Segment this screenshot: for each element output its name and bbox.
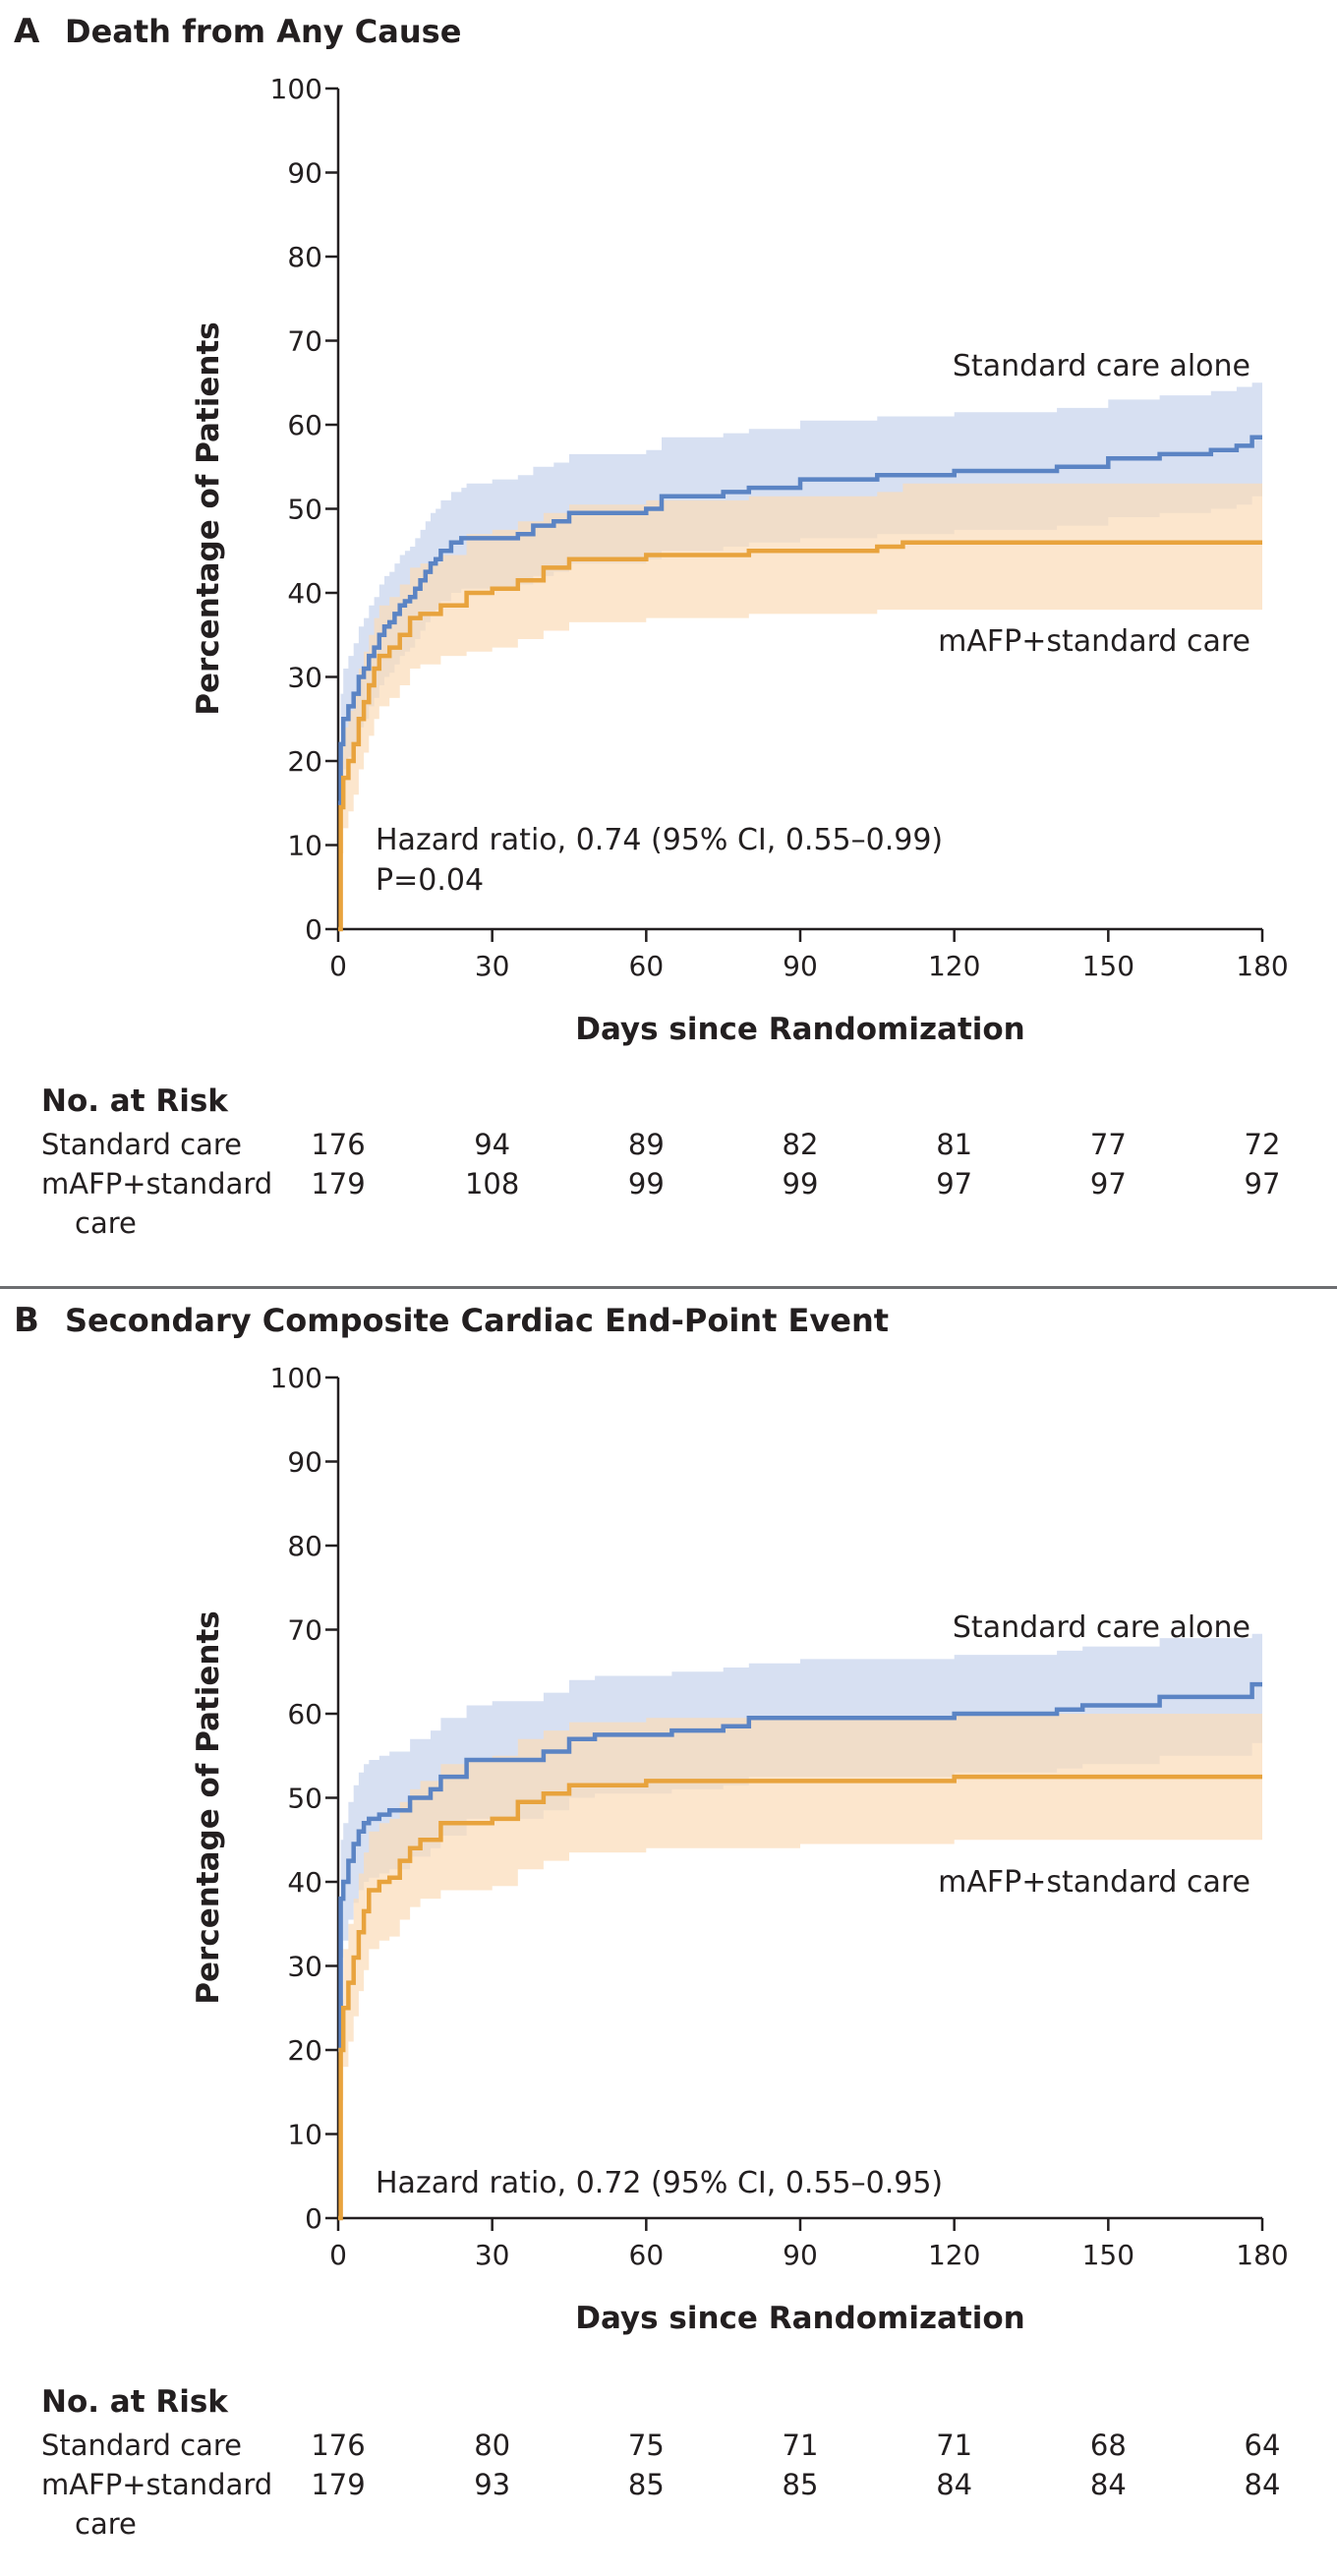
risk-count: 179 (311, 2468, 365, 2501)
panel-divider (0, 1286, 1337, 1289)
y-tick-label: 100 (270, 73, 322, 105)
y-tick-label: 0 (305, 913, 322, 946)
x-tick-label: 60 (629, 950, 665, 982)
chart-title: Secondary Composite Cardiac End-Point Ev… (65, 1302, 889, 1339)
risk-count: 84 (1245, 2468, 1281, 2501)
risk-count: 84 (1090, 2468, 1127, 2501)
x-tick-label: 0 (329, 950, 347, 982)
series-label-mafp-standard-care: mAFP+standard care (938, 1865, 1250, 1900)
x-tick-label: 30 (475, 950, 510, 982)
risk-count: 80 (474, 2429, 510, 2462)
y-axis-title: Percentage of Patients (191, 322, 226, 715)
x-tick-label: 120 (928, 2239, 980, 2271)
hazard-ratio-note: Hazard ratio, 0.74 (95% CI, 0.55–0.99) (376, 823, 943, 857)
y-tick-label: 20 (287, 745, 322, 778)
risk-table-heading: No. at Risk (41, 1083, 229, 1119)
ci-band-mafp (338, 1714, 1262, 2218)
y-tick-label: 30 (287, 662, 322, 694)
risk-row-label-cont: care (75, 1206, 137, 1240)
y-tick-label: 10 (287, 2119, 322, 2151)
risk-count: 81 (936, 1128, 972, 1161)
risk-row-label-cont: care (75, 2507, 137, 2541)
series-label-standard-care: Standard care alone (953, 349, 1250, 383)
risk-table-heading: No. at Risk (41, 2384, 229, 2420)
y-tick-label: 80 (287, 1530, 322, 1562)
risk-count: 89 (628, 1128, 665, 1161)
risk-count: 179 (311, 1167, 365, 1200)
series-label-mafp-standard-care: mAFP+standard care (938, 624, 1250, 659)
y-tick-label: 70 (287, 325, 322, 358)
panel-letter: B (14, 1301, 39, 1340)
risk-count: 94 (474, 1128, 510, 1161)
y-tick-label: 70 (287, 1614, 322, 1647)
panel-letter: A (14, 12, 40, 51)
x-tick-label: 120 (928, 950, 980, 982)
y-tick-label: 100 (270, 1362, 322, 1394)
x-tick-label: 180 (1236, 950, 1288, 982)
risk-count: 72 (1245, 1128, 1281, 1161)
series-line-mafp-standard-care (338, 540, 1262, 932)
risk-row-label: Standard care (41, 2429, 242, 2462)
risk-count: 75 (628, 2429, 665, 2462)
panel-b-cardiac-endpoint: B Secondary Composite Cardiac End-Point E… (14, 1301, 1289, 2541)
risk-count: 93 (474, 2468, 510, 2501)
risk-count: 82 (783, 1128, 819, 1161)
x-tick-label: 150 (1082, 950, 1134, 982)
risk-count: 99 (628, 1167, 665, 1200)
series-line-standard-care (338, 1681, 1262, 2053)
risk-count: 85 (783, 2468, 819, 2501)
x-tick-label: 90 (783, 2239, 818, 2271)
y-tick-label: 40 (287, 577, 322, 610)
risk-count: 99 (783, 1167, 819, 1200)
y-tick-label: 60 (287, 409, 322, 441)
p-value-note: P=0.04 (376, 863, 484, 898)
risk-count: 97 (936, 1167, 972, 1200)
y-tick-label: 10 (287, 830, 322, 862)
x-tick-label: 60 (629, 2239, 665, 2271)
risk-count: 97 (1245, 1167, 1281, 1200)
series-line-standard-care (338, 435, 1262, 806)
risk-row-label: Standard care (41, 1128, 242, 1161)
panel-a-death-any-cause: A Death from Any Cause 0 10 20 30 40 50 60 70 80 90… (14, 12, 1289, 1240)
series-label-standard-care: Standard care alone (953, 1610, 1250, 1645)
y-tick-label: 20 (287, 2034, 322, 2067)
risk-count: 84 (936, 2468, 972, 2501)
y-tick-label: 90 (287, 1446, 322, 1479)
x-tick-label: 0 (329, 2239, 347, 2271)
risk-row-label: mAFP+standard (41, 1167, 272, 1200)
x-axis-title: Days since Randomization (575, 1012, 1025, 1047)
y-tick-label: 40 (287, 1866, 322, 1899)
risk-count: 71 (783, 2429, 819, 2462)
y-tick-label: 50 (287, 494, 322, 526)
y-tick-label: 80 (287, 241, 322, 273)
risk-count: 68 (1090, 2429, 1127, 2462)
risk-count: 108 (465, 1167, 519, 1200)
y-tick-label: 0 (305, 2202, 322, 2235)
y-tick-label: 60 (287, 1698, 322, 1730)
y-tick-label: 90 (287, 157, 322, 190)
x-tick-label: 30 (475, 2239, 510, 2271)
y-axis-title: Percentage of Patients (191, 1610, 226, 2004)
risk-count: 97 (1090, 1167, 1127, 1200)
risk-count: 176 (311, 2429, 365, 2462)
risk-count: 71 (936, 2429, 972, 2462)
x-tick-label: 180 (1236, 2239, 1288, 2271)
chart-title: Death from Any Cause (65, 13, 461, 50)
y-tick-label: 30 (287, 1951, 322, 1983)
risk-count: 77 (1090, 1128, 1127, 1161)
x-tick-label: 90 (783, 950, 818, 982)
x-axis-title: Days since Randomization (575, 2301, 1025, 2336)
risk-row-label: mAFP+standard (41, 2468, 272, 2501)
risk-count: 176 (311, 1128, 365, 1161)
x-tick-label: 150 (1082, 2239, 1134, 2271)
risk-count: 85 (628, 2468, 665, 2501)
ci-band-mafp (338, 483, 1262, 929)
y-tick-label: 50 (287, 1783, 322, 1815)
hazard-ratio-note: Hazard ratio, 0.72 (95% CI, 0.55–0.95) (376, 2166, 943, 2200)
series-line-mafp-standard-care (338, 1774, 1262, 2221)
risk-count: 64 (1245, 2429, 1281, 2462)
